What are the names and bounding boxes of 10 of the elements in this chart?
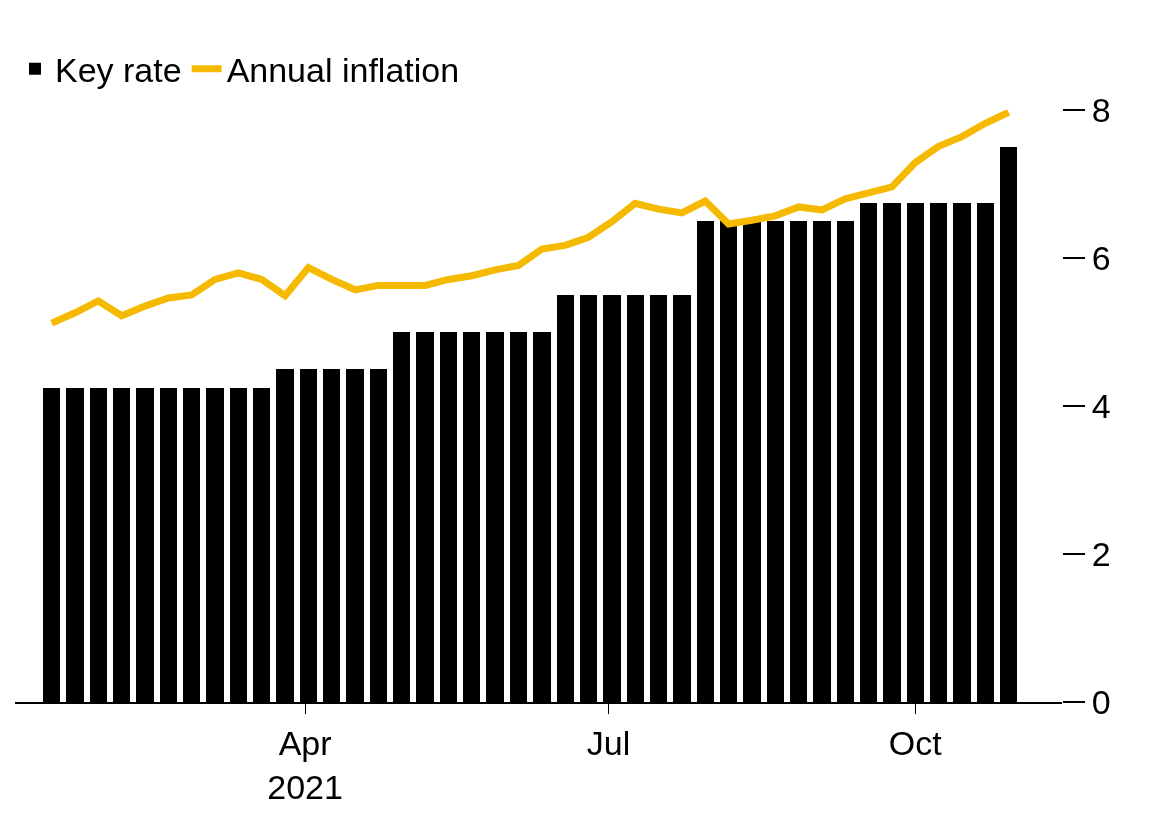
legend-label: Annual inflation (226, 51, 460, 90)
y-tick-label: 4 (1091, 386, 1111, 425)
y-tick-label: 2 (1091, 534, 1111, 573)
y-tick-label: 8 (1091, 90, 1111, 129)
y-tick-label: 6 (1091, 238, 1111, 277)
x-tick-label: Apr 2021 (267, 723, 343, 806)
x-tick-label: Jul (586, 723, 631, 762)
x-tick-label: Oct (888, 723, 943, 762)
y-tick-label: 0 (1091, 682, 1111, 721)
legend-label: Key rate (55, 51, 182, 90)
